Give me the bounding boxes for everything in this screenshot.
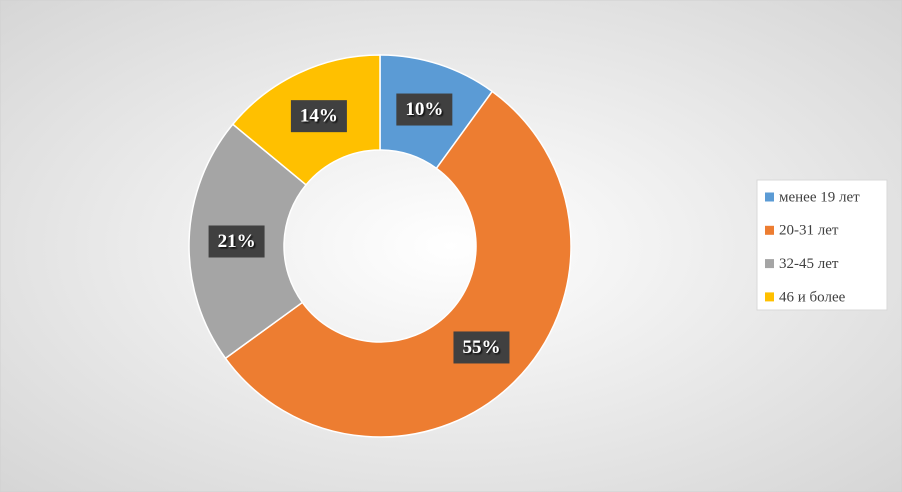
data-label-box: [290, 100, 347, 133]
data-label: 55%: [462, 337, 500, 358]
legend-label: 46 и более: [779, 289, 846, 305]
legend-swatch: [765, 192, 774, 202]
plot-area: 10% 55% 21% 14%: [188, 54, 572, 438]
legend-swatch: [765, 292, 774, 302]
legend: менее 19 лет 20-31 лет 32-45 лет 46 и более: [756, 179, 888, 311]
data-label-box: [208, 225, 265, 258]
legend-label: 20-31 лет: [779, 223, 839, 239]
legend-label: 32-45 лет: [779, 256, 839, 272]
data-label: 10%: [405, 99, 443, 120]
legend-swatch: [765, 225, 774, 235]
data-label-box: [396, 93, 453, 126]
legend-label: менее 19 лет: [779, 189, 860, 205]
legend-box: [756, 179, 888, 311]
data-label: 14%: [300, 106, 338, 127]
data-label-box: [453, 331, 510, 364]
data-label: 21%: [218, 231, 256, 252]
legend-swatch: [765, 259, 774, 269]
